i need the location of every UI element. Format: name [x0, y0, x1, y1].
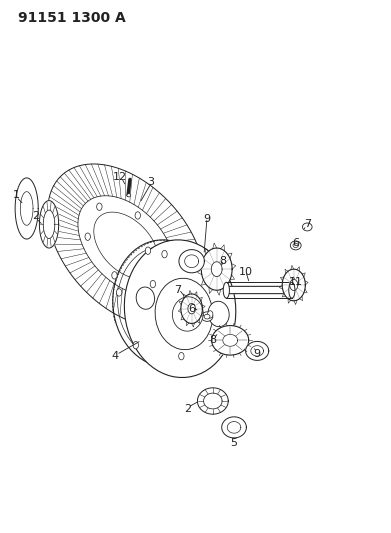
Polygon shape: [181, 294, 203, 324]
Text: 91151 1300 A: 91151 1300 A: [18, 11, 126, 25]
Circle shape: [117, 289, 122, 296]
Ellipse shape: [127, 193, 131, 197]
Circle shape: [208, 311, 213, 318]
Text: 6: 6: [188, 304, 195, 314]
Ellipse shape: [201, 312, 213, 321]
Text: 9: 9: [203, 214, 211, 224]
Polygon shape: [212, 326, 249, 355]
Ellipse shape: [293, 243, 298, 247]
Circle shape: [97, 203, 102, 211]
Text: 4: 4: [111, 351, 118, 361]
Circle shape: [179, 352, 184, 360]
Polygon shape: [78, 196, 174, 295]
Text: 2: 2: [32, 212, 39, 221]
Text: 7: 7: [304, 219, 311, 229]
Polygon shape: [48, 164, 204, 327]
Polygon shape: [94, 212, 158, 279]
Text: 1: 1: [13, 190, 20, 200]
Ellipse shape: [172, 297, 203, 331]
Ellipse shape: [289, 282, 295, 298]
Text: 5: 5: [231, 438, 238, 448]
Circle shape: [135, 212, 140, 219]
Polygon shape: [179, 249, 204, 273]
Circle shape: [85, 233, 90, 240]
Text: 8: 8: [219, 256, 226, 266]
Circle shape: [162, 251, 167, 258]
Text: 9: 9: [254, 349, 261, 359]
Polygon shape: [282, 269, 305, 301]
Text: 8: 8: [209, 335, 216, 345]
Text: 10: 10: [239, 267, 253, 277]
Polygon shape: [290, 279, 298, 290]
Polygon shape: [15, 178, 38, 239]
Circle shape: [150, 280, 156, 288]
Text: 7: 7: [175, 285, 182, 295]
Polygon shape: [211, 262, 222, 277]
Text: 6: 6: [292, 238, 299, 248]
Polygon shape: [201, 248, 232, 290]
Polygon shape: [223, 334, 238, 346]
Circle shape: [112, 272, 117, 279]
Ellipse shape: [208, 301, 229, 327]
Ellipse shape: [155, 278, 213, 350]
Ellipse shape: [291, 241, 301, 250]
Ellipse shape: [204, 314, 210, 319]
Ellipse shape: [136, 287, 154, 309]
Text: 3: 3: [148, 177, 155, 187]
Polygon shape: [39, 200, 59, 248]
Polygon shape: [188, 303, 196, 314]
Polygon shape: [246, 342, 269, 360]
Circle shape: [145, 247, 151, 254]
Ellipse shape: [303, 223, 312, 231]
Polygon shape: [222, 417, 246, 438]
Text: 2: 2: [184, 404, 191, 414]
Text: 12: 12: [113, 172, 127, 182]
Circle shape: [133, 342, 138, 349]
Polygon shape: [197, 388, 228, 414]
Ellipse shape: [223, 282, 230, 298]
Ellipse shape: [124, 240, 236, 377]
Text: 11: 11: [289, 277, 303, 287]
Circle shape: [191, 258, 196, 265]
